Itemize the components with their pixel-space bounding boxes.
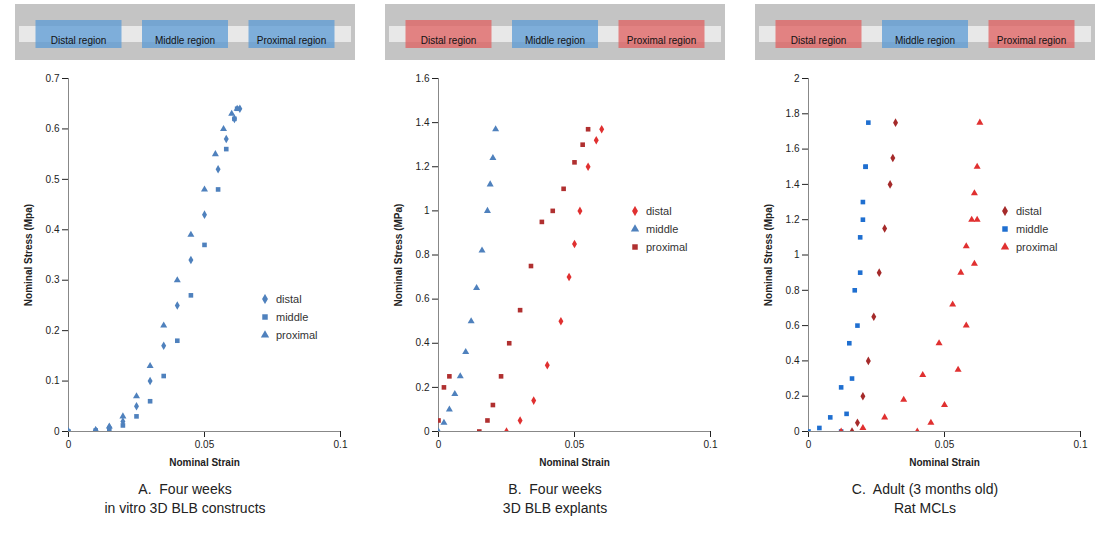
html-text:Rat MCLs: Rat MCLs xyxy=(893,500,957,516)
svg-text:0.2: 0.2 xyxy=(786,390,800,401)
svg-text:0.6: 0.6 xyxy=(786,320,800,331)
svg-text:1.4: 1.4 xyxy=(416,117,430,128)
svg-text:0.4: 0.4 xyxy=(416,337,430,348)
svg-text:Nominal Stress (Mpa): Nominal Stress (Mpa) xyxy=(763,204,774,306)
svg-text:0.4: 0.4 xyxy=(786,355,800,366)
svg-text:1.8: 1.8 xyxy=(786,108,800,119)
html-text:in vitro 3D BLB constructs: in vitro 3D BLB constructs xyxy=(104,500,266,516)
svg-text:Nominal Strain: Nominal Strain xyxy=(169,457,240,468)
svg-text:Proximal region: Proximal region xyxy=(257,35,326,46)
svg-text:Distal region: Distal region xyxy=(421,35,477,46)
svg-text:Proximal region: Proximal region xyxy=(627,35,696,46)
html-text:A. Four weeks: A. Four weeks xyxy=(138,481,232,497)
svg-text:0.8: 0.8 xyxy=(786,285,800,296)
svg-text:Nominal Stress (MPa): Nominal Stress (MPa) xyxy=(393,204,404,307)
svg-text:0: 0 xyxy=(66,439,72,450)
html-text:C. Adult (3 months old): C. Adult (3 months old) xyxy=(851,481,999,497)
svg-text:1: 1 xyxy=(424,205,430,216)
html-text:middle: middle xyxy=(1016,222,1049,235)
svg-text:1.6: 1.6 xyxy=(416,73,430,84)
html-text:middle: middle xyxy=(276,310,309,323)
svg-text:Distal region: Distal region xyxy=(791,35,847,46)
svg-text:Nominal Strain: Nominal Strain xyxy=(539,457,610,468)
svg-text:1.6: 1.6 xyxy=(786,143,800,154)
svg-text:Nominal Stress (Mpa): Nominal Stress (Mpa) xyxy=(23,204,34,306)
svg-text:Distal region: Distal region xyxy=(51,35,107,46)
svg-text:Nominal Strain: Nominal Strain xyxy=(909,457,980,468)
svg-text:0.8: 0.8 xyxy=(416,249,430,260)
svg-text:0.7: 0.7 xyxy=(46,73,60,84)
html-text:middle: middle xyxy=(646,222,679,235)
svg-text:0.05: 0.05 xyxy=(565,439,585,450)
svg-text:0.6: 0.6 xyxy=(416,293,430,304)
svg-text:1.2: 1.2 xyxy=(786,214,800,225)
svg-text:0.2: 0.2 xyxy=(46,325,60,336)
svg-text:0.1: 0.1 xyxy=(46,375,60,386)
html-text:distal: distal xyxy=(1016,204,1042,217)
svg-text:0: 0 xyxy=(424,426,430,437)
svg-text:Proximal region: Proximal region xyxy=(997,35,1066,46)
svg-text:0.1: 0.1 xyxy=(704,439,718,450)
svg-text:0.1: 0.1 xyxy=(1074,439,1088,450)
svg-text:Middle region: Middle region xyxy=(895,35,955,46)
html-text:proximal: proximal xyxy=(1016,240,1058,253)
svg-text:Middle region: Middle region xyxy=(155,35,215,46)
svg-text:0.5: 0.5 xyxy=(46,174,60,185)
html-text:B. Four weeks: B. Four weeks xyxy=(508,481,602,497)
svg-text:1: 1 xyxy=(794,249,800,260)
html-text:distal: distal xyxy=(646,204,672,217)
svg-text:0.4: 0.4 xyxy=(46,224,60,235)
svg-text:1.4: 1.4 xyxy=(786,179,800,190)
svg-text:0.05: 0.05 xyxy=(935,439,955,450)
svg-text:0: 0 xyxy=(54,426,60,437)
html-text:distal: distal xyxy=(276,292,302,305)
svg-text:1.2: 1.2 xyxy=(416,161,430,172)
svg-text:0.3: 0.3 xyxy=(46,274,60,285)
html-text:proximal: proximal xyxy=(646,240,688,253)
svg-text:0.2: 0.2 xyxy=(416,382,430,393)
svg-text:0.1: 0.1 xyxy=(334,439,348,450)
svg-text:Middle region: Middle region xyxy=(525,35,585,46)
svg-text:2: 2 xyxy=(794,73,800,84)
svg-text:0.6: 0.6 xyxy=(46,123,60,134)
svg-text:0: 0 xyxy=(794,426,800,437)
svg-text:0: 0 xyxy=(436,439,442,450)
svg-text:0.05: 0.05 xyxy=(195,439,215,450)
html-text:proximal: proximal xyxy=(276,328,318,341)
html-text:3D BLB explants: 3D BLB explants xyxy=(502,500,608,516)
svg-text:0: 0 xyxy=(806,439,812,450)
